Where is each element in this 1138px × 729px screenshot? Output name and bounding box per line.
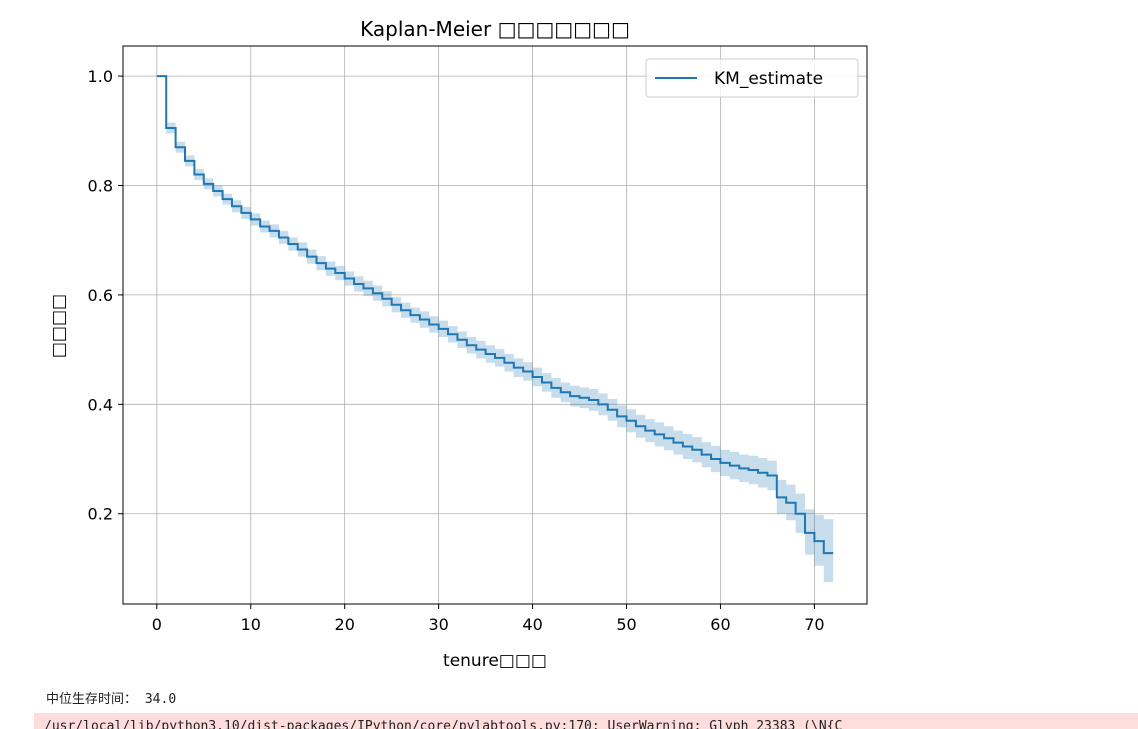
x-tick-label: 40: [522, 615, 542, 634]
y-tick-label: 0.2: [88, 505, 113, 524]
y-tick-label: 0.6: [88, 286, 113, 305]
km-chart-svg: 0 10 20 30 40 50 60 70 0.2 0.4 0.6 0.8 1.0 Kaplan-M…: [49, 17, 868, 671]
legend: KM_estimate: [645, 58, 859, 98]
y-axis-label: □□□□: [49, 294, 69, 358]
y-ticks: 0.2 0.4 0.6 0.8 1.0: [88, 67, 123, 524]
x-ticks: 0 10 20 30 40 50 60 70: [152, 604, 825, 634]
x-tick-label: 20: [335, 615, 355, 634]
x-tick-label: 10: [241, 615, 261, 634]
plot-frame: [122, 45, 868, 605]
ci-band: [156, 76, 834, 583]
median-survival-value: 34.0: [137, 692, 177, 707]
x-tick-label: 50: [616, 615, 636, 634]
km-chart: 0 10 20 30 40 50 60 70 0.2 0.4 0.6 0.8 1.0 Kaplan-M…: [49, 17, 868, 671]
series-line-group: [156, 75, 834, 555]
x-tick-label: 70: [804, 615, 824, 634]
stderr-warning-text: /usr/local/lib/python3.10/dist-packages/…: [44, 719, 843, 729]
y-tick-label: 0.8: [88, 177, 113, 196]
legend-label: KM_estimate: [714, 69, 823, 89]
ci-band-group: [156, 76, 834, 583]
chart-title: Kaplan-Meier □□□□□□□: [360, 17, 630, 41]
stdout-output: 中位生存时间： 34.0: [46, 688, 176, 707]
km-estimate-line: [156, 75, 834, 555]
x-tick-label: 30: [428, 615, 448, 634]
x-tick-label: 0: [152, 615, 162, 634]
x-tick-label: 60: [710, 615, 730, 634]
grid: [123, 46, 867, 604]
median-survival-label: 中位生存时间：: [46, 692, 138, 707]
y-tick-label: 0.4: [88, 395, 113, 414]
x-axis-label: tenure□□□: [443, 651, 547, 671]
legend-box: [645, 58, 859, 98]
stderr-output: /usr/local/lib/python3.10/dist-packages/…: [34, 713, 1138, 729]
y-tick-label: 1.0: [88, 67, 113, 86]
